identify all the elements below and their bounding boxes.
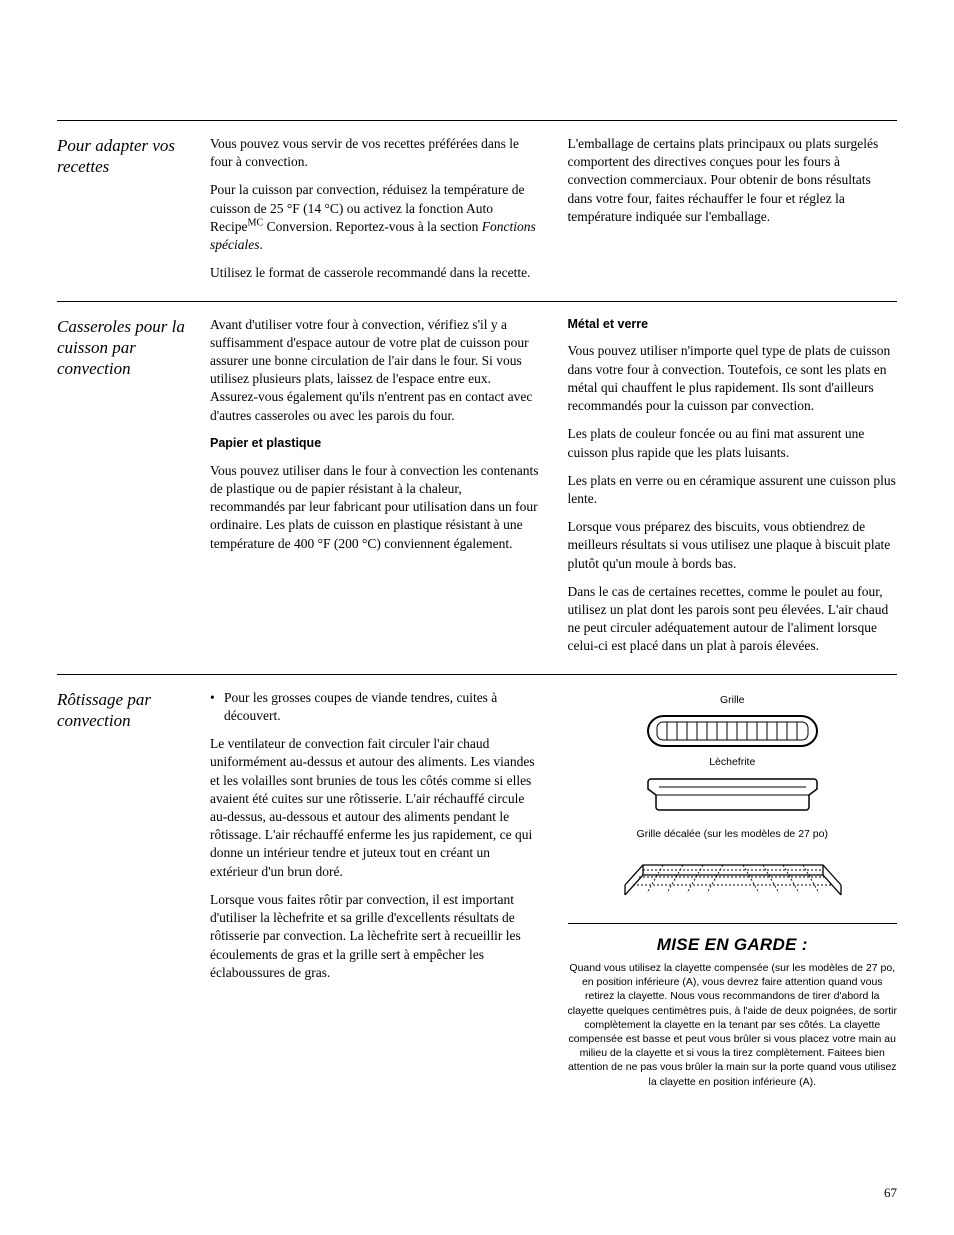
paragraph: Le ventilateur de convection fait circul… bbox=[210, 735, 540, 881]
paragraph: Vous pouvez utiliser dans le four à conv… bbox=[210, 462, 540, 553]
section-casseroles: Casseroles pour la cuisson par convectio… bbox=[57, 302, 897, 674]
page-number: 67 bbox=[884, 1184, 897, 1202]
lechefrite-icon bbox=[645, 775, 820, 815]
paragraph: L'emballage de certains plats principaux… bbox=[568, 135, 898, 226]
superscript: MC bbox=[247, 217, 263, 228]
column-left: Vous pouvez vous servir de vos recettes … bbox=[210, 135, 540, 283]
paragraph: Vous pouvez utiliser n'importe quel type… bbox=[568, 342, 898, 415]
section-adapt-recipes: Pour adapter vos recettes Vous pouvez vo… bbox=[57, 121, 897, 301]
column-right: Métal et verre Vous pouvez utiliser n'im… bbox=[568, 316, 898, 656]
illustration-caption: Grille décalée (sur les modèles de 27 po… bbox=[568, 827, 898, 841]
text-run: . bbox=[260, 237, 263, 252]
warning-text: Quand vous utilisez la clayette compensé… bbox=[568, 961, 898, 1089]
paragraph: Utilisez le format de casserole recomman… bbox=[210, 264, 540, 282]
content-columns: Avant d'utiliser votre four à convection… bbox=[210, 316, 897, 656]
paragraph: Lorsque vous préparez des biscuits, vous… bbox=[568, 518, 898, 573]
paragraph: Pour la cuisson par convection, réduisez… bbox=[210, 181, 540, 254]
illustration-caption: Grille bbox=[568, 693, 898, 707]
offset-rack-icon bbox=[617, 847, 847, 909]
bullet-marker: • bbox=[210, 689, 224, 725]
warning-heading: MISE EN GARDE : bbox=[568, 934, 898, 957]
illustration-column: Grille Lèchefrite bbox=[568, 689, 898, 1089]
column-left: Avant d'utiliser votre four à convection… bbox=[210, 316, 540, 656]
paragraph: Lorsque vous faites rôtir par convection… bbox=[210, 891, 540, 982]
grille-icon bbox=[645, 713, 820, 751]
paragraph: Vous pouvez vous servir de vos recettes … bbox=[210, 135, 540, 171]
paragraph: Les plats en verre ou en céramique assur… bbox=[568, 472, 898, 508]
bullet-item: • Pour les grosses coupes de viande tend… bbox=[210, 689, 540, 725]
content-columns: Vous pouvez vous servir de vos recettes … bbox=[210, 135, 897, 283]
bullet-text: Pour les grosses coupes de viande tendre… bbox=[224, 689, 540, 725]
content-columns: • Pour les grosses coupes de viande tend… bbox=[210, 689, 897, 1089]
text-run: Conversion. Reportez-vous à la section bbox=[263, 219, 482, 234]
side-heading: Rôtissage par convection bbox=[57, 689, 210, 1089]
side-heading: Pour adapter vos recettes bbox=[57, 135, 210, 283]
illustration-caption: Lèchefrite bbox=[568, 755, 898, 769]
side-heading: Casseroles pour la cuisson par convectio… bbox=[57, 316, 210, 656]
column-right: L'emballage de certains plats principaux… bbox=[568, 135, 898, 283]
sub-heading: Papier et plastique bbox=[210, 435, 540, 452]
section-roasting: Rôtissage par convection • Pour les gros… bbox=[57, 675, 897, 1107]
paragraph: Les plats de couleur foncée ou au fini m… bbox=[568, 425, 898, 461]
column-left: • Pour les grosses coupes de viande tend… bbox=[210, 689, 540, 1089]
paragraph: Avant d'utiliser votre four à convection… bbox=[210, 316, 540, 425]
warning-rule bbox=[568, 923, 898, 924]
paragraph: Dans le cas de certaines recettes, comme… bbox=[568, 583, 898, 656]
sub-heading: Métal et verre bbox=[568, 316, 898, 333]
